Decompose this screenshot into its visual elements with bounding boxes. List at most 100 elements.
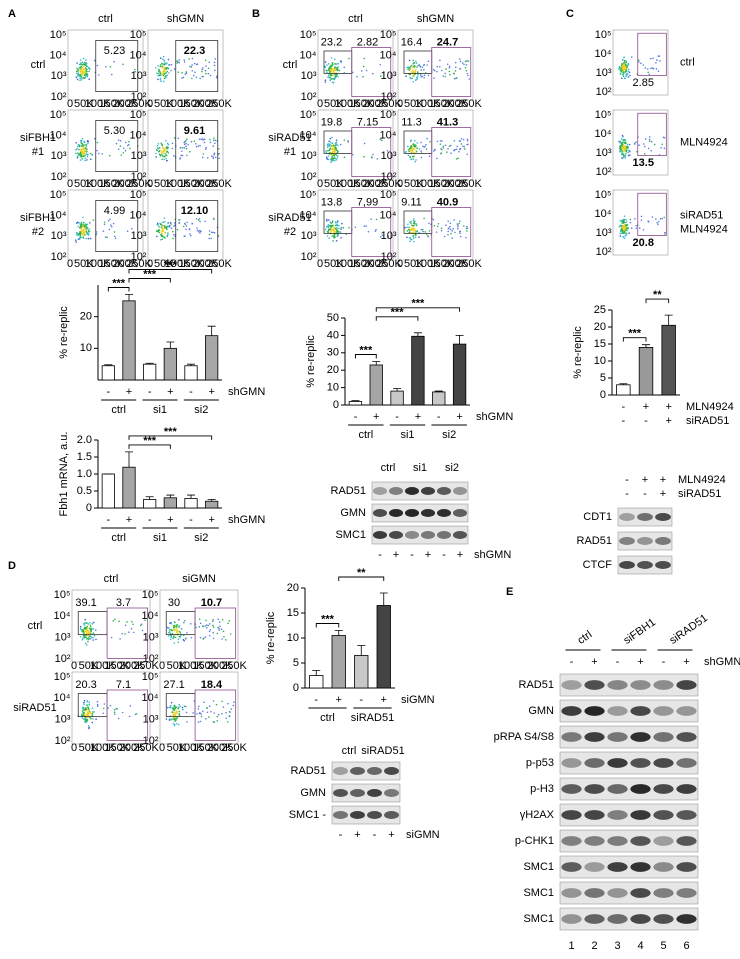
event-dot — [170, 701, 173, 704]
event-dot — [630, 227, 633, 229]
flow-x-tick-label: 100K — [335, 258, 361, 270]
event-dot — [414, 160, 416, 163]
gate — [175, 40, 219, 92]
bar — [163, 497, 177, 509]
event-dot — [85, 710, 87, 712]
event-dot — [84, 223, 87, 225]
event-dot — [93, 711, 95, 713]
event-dot — [168, 64, 170, 66]
event-dot — [113, 711, 116, 713]
flow-plot — [612, 29, 669, 96]
event-dot — [621, 68, 623, 70]
row-label: siFBH1 — [20, 132, 56, 144]
event-dot — [203, 138, 206, 141]
event-dot — [210, 237, 213, 240]
event-dot — [80, 155, 83, 158]
group-label: siRAD51 — [361, 745, 404, 757]
event-dot — [412, 74, 414, 76]
condition-sign: - — [148, 386, 152, 398]
event-dot — [205, 619, 207, 622]
blot-band — [676, 862, 697, 872]
event-dot — [418, 64, 421, 66]
blot-strip — [559, 777, 699, 801]
blot-band — [561, 836, 582, 846]
event-dot — [628, 143, 631, 146]
event-dot — [93, 137, 96, 140]
event-dot — [178, 710, 181, 713]
blot-band — [372, 509, 388, 517]
event-dot — [183, 621, 185, 624]
event-dot — [336, 144, 339, 147]
event-dot — [622, 229, 624, 232]
event-dot — [170, 227, 173, 230]
event-dot — [356, 75, 358, 78]
event-dot — [161, 71, 164, 73]
event-dot — [215, 76, 218, 79]
event-dot — [386, 149, 389, 152]
event-dot — [165, 147, 168, 149]
row-label: MLN4924 — [680, 136, 728, 148]
bar — [411, 335, 425, 406]
flow-y-tick-label: 10³ — [596, 147, 612, 159]
flow-x-tick-label: 200K — [119, 660, 145, 672]
event-dot — [330, 161, 332, 164]
event-dot — [128, 715, 131, 718]
plot-frame — [67, 109, 144, 181]
event-dot — [85, 153, 87, 155]
event-dot — [406, 236, 408, 239]
event-dot — [466, 230, 468, 232]
event-dot — [630, 56, 633, 58]
flow-y-tick-label: 10² — [381, 91, 397, 103]
blot-band — [607, 810, 628, 820]
condition-name: siRAD51 — [686, 415, 729, 427]
event-dot — [627, 64, 630, 66]
event-dot — [102, 707, 105, 710]
event-dot — [411, 77, 413, 80]
event-dot — [103, 703, 106, 705]
blot-band — [333, 767, 348, 775]
flow-y-tick-label: 10³ — [301, 230, 317, 242]
event-dot — [128, 631, 130, 633]
event-dot — [331, 142, 334, 145]
event-dot — [413, 227, 415, 230]
event-dot — [420, 156, 423, 159]
event-dot — [173, 714, 175, 716]
condition-sign: - — [106, 386, 110, 398]
flow-x-tick-label: 50K — [154, 258, 174, 270]
blot-band — [607, 732, 628, 742]
event-dot — [191, 70, 194, 72]
flow-y-tick-label: 10⁵ — [142, 671, 159, 683]
event-dot — [426, 64, 428, 66]
event-dot — [87, 233, 89, 235]
event-dot — [363, 57, 366, 60]
flow-y-tick-label: 10² — [596, 246, 612, 258]
flow-y-tick-label: 10⁵ — [300, 189, 317, 201]
event-dot — [619, 219, 622, 222]
blot-band — [655, 537, 671, 545]
flow-x-tick-label: 250K — [456, 178, 482, 190]
event-dot — [332, 240, 334, 242]
event-dot — [466, 140, 469, 142]
event-dot — [328, 229, 330, 231]
event-dot — [459, 232, 461, 234]
flow-y-tick-label: 10³ — [55, 632, 71, 644]
flow-y-tick-label: 10⁴ — [300, 50, 317, 62]
event-dot — [134, 68, 136, 71]
event-dot — [170, 69, 172, 72]
event-dot — [79, 232, 81, 235]
event-dot — [343, 139, 346, 141]
group-label: si1 — [153, 532, 167, 544]
event-dot — [98, 152, 100, 155]
significance-bracket — [338, 576, 385, 581]
flow-y-tick-label: 10⁴ — [54, 692, 71, 704]
event-dot — [334, 76, 337, 79]
blot-band — [653, 836, 674, 846]
flow-y-tick-label: 10⁵ — [130, 109, 147, 121]
event-dot — [413, 139, 416, 142]
event-dot — [84, 154, 86, 157]
event-dot — [213, 218, 215, 221]
event-dot — [664, 231, 666, 234]
event-dot — [341, 222, 343, 225]
event-dot — [221, 638, 223, 640]
event-dot — [327, 231, 330, 234]
